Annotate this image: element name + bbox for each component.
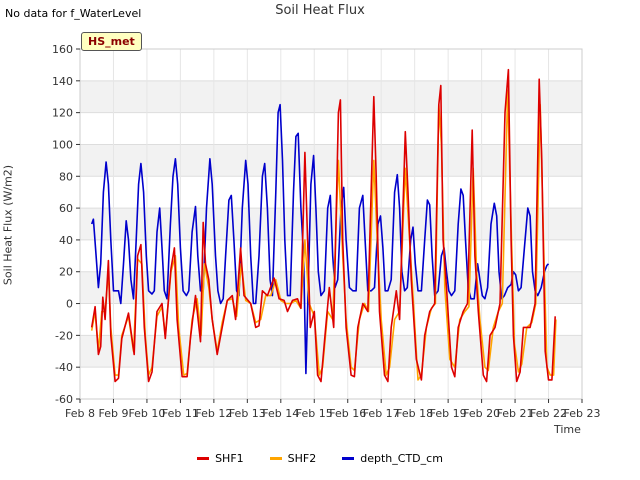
- legend-label-shf2: SHF2: [287, 452, 317, 465]
- legend-swatch-depth-ctd: [342, 457, 355, 460]
- y-tick-label: -60: [55, 393, 73, 406]
- legend-label-depth-ctd: depth_CTD_cm: [360, 452, 443, 465]
- y-tick-label: 120: [52, 107, 73, 120]
- x-tick-label: Feb 20: [463, 407, 500, 420]
- y-tick-label: 20: [59, 266, 73, 279]
- legend-swatch-shf1: [197, 457, 210, 460]
- chart-title: Soil Heat Flux: [275, 3, 365, 18]
- y-tick-label: -20: [55, 329, 73, 342]
- y-tick-label: -40: [55, 361, 73, 374]
- x-tick-label: Feb 23: [564, 407, 601, 420]
- x-tick-label: Feb 11: [162, 407, 199, 420]
- y-axis-ticks: -60 -40 -20 0 20 40 60 80 100 120 140 160: [52, 43, 80, 406]
- y-tick-label: 40: [59, 234, 73, 247]
- series-line-depth-ctd-cm: [90, 103, 550, 375]
- no-data-note: No data for f_WaterLevel: [5, 7, 142, 20]
- x-tick-label: Feb 18: [396, 407, 433, 420]
- x-tick-label: Feb 15: [296, 407, 333, 420]
- x-tick-label: Feb 21: [497, 407, 534, 420]
- legend-item-shf2: SHF2: [269, 452, 317, 465]
- y-tick-label: 60: [59, 202, 73, 215]
- x-tick-label: Feb 22: [530, 407, 567, 420]
- series-lines: [90, 68, 557, 383]
- y-tick-label: 140: [52, 75, 73, 88]
- y-tick-label: 80: [59, 170, 73, 183]
- x-tick-label: Feb 16: [329, 407, 366, 420]
- legend: SHF1 SHF2 depth_CTD_cm: [0, 452, 640, 465]
- legend-item-shf1: SHF1: [197, 452, 244, 465]
- x-tick-label: Feb 13: [229, 407, 266, 420]
- x-tick-label: Feb 19: [430, 407, 467, 420]
- x-tick-label: Feb 14: [262, 407, 299, 420]
- y-tick-label: 0: [66, 298, 73, 311]
- y-tick-label: 160: [52, 43, 73, 56]
- x-tick-label: Feb 8: [65, 407, 95, 420]
- x-tick-label: Feb 10: [128, 407, 165, 420]
- series-line-shf1: [90, 68, 556, 383]
- plot-frame: [79, 48, 583, 400]
- legend-swatch-shf2: [269, 457, 282, 460]
- legend-item-depth-ctd: depth_CTD_cm: [342, 452, 443, 465]
- band: [80, 80, 582, 113]
- x-tick-label: Feb 9: [98, 407, 128, 420]
- y-tick-label: 100: [52, 138, 73, 151]
- background-bands: [80, 80, 582, 368]
- x-tick-label: Feb 12: [195, 407, 232, 420]
- x-tick-label: Feb 17: [363, 407, 400, 420]
- band: [80, 335, 582, 368]
- site-badge: HS_met: [81, 32, 142, 51]
- y-axis-label: Soil Heat Flux (W/m2): [1, 164, 15, 286]
- x-axis-label: Time: [554, 423, 581, 436]
- legend-label-shf1: SHF1: [215, 452, 244, 465]
- band: [80, 144, 582, 177]
